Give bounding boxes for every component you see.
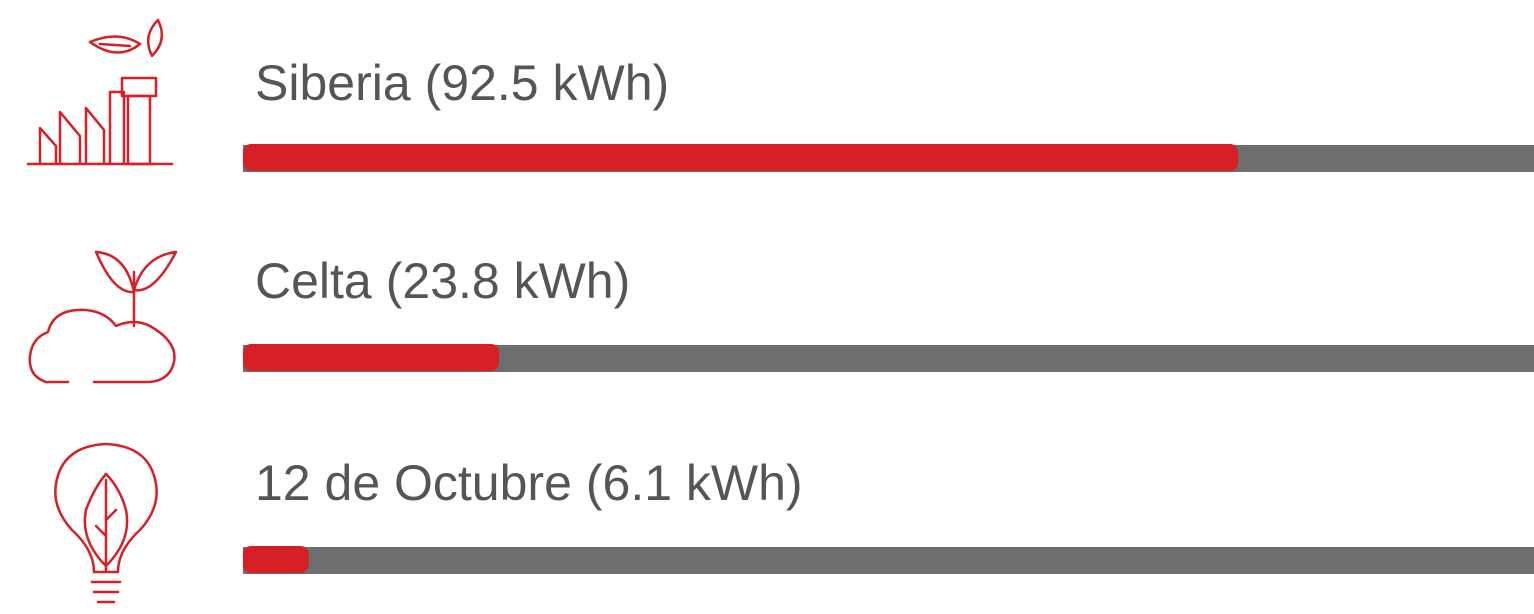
bar-label: Siberia (92.5 kWh) <box>255 55 669 111</box>
bar <box>243 344 500 371</box>
value-label: (6.1 kWh) <box>586 455 803 511</box>
bar-track <box>243 547 1534 574</box>
category-label: Celta <box>255 253 372 309</box>
icon-bulb <box>54 442 158 604</box>
value-label: (92.5 kWh) <box>425 55 670 111</box>
icon-factory <box>26 18 174 166</box>
category-label: 12 de Octubre <box>255 455 572 511</box>
bar-label: 12 de Octubre (6.1 kWh) <box>255 455 803 511</box>
icon-cloud <box>28 250 178 384</box>
value-label: (23.8 kWh) <box>386 253 631 309</box>
bar <box>243 546 309 573</box>
bar <box>243 144 1239 171</box>
bar-label: Celta (23.8 kWh) <box>255 253 630 309</box>
category-label: Siberia <box>255 55 411 111</box>
